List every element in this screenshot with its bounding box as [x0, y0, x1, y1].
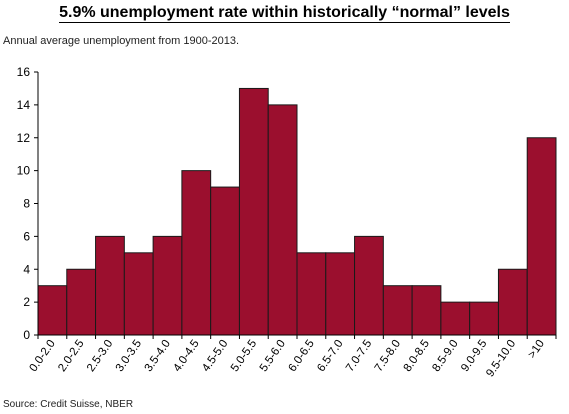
- bar: [411, 285, 442, 336]
- bar: [238, 87, 269, 336]
- bar: [267, 104, 298, 336]
- x-tick-label: 6.0-6.5: [286, 338, 316, 374]
- bar: [210, 186, 240, 336]
- x-tick-label: 4.5-5.0: [200, 338, 230, 374]
- y-tick-label: 14: [17, 98, 31, 112]
- chart-title: 5.9% unemployment rate within historical…: [59, 4, 510, 23]
- x-tick-label: 4.0-4.5: [171, 338, 201, 374]
- bar: [37, 285, 68, 336]
- y-tick-label: 8: [23, 197, 30, 211]
- bar: [296, 252, 327, 336]
- bar: [382, 285, 413, 336]
- bar: [440, 301, 471, 336]
- bar: [354, 235, 384, 336]
- bar: [325, 252, 356, 336]
- x-tick-label: 5.5-6.0: [258, 338, 288, 374]
- bar: [123, 252, 154, 336]
- bar: [152, 235, 183, 336]
- bar: [469, 301, 499, 336]
- x-tick-label: 5.0-5.5: [229, 338, 259, 374]
- x-tick-label: 9.5-10.0: [484, 338, 518, 379]
- y-tick-label: 6: [23, 229, 30, 243]
- y-tick-label: 2: [23, 295, 30, 309]
- x-tick-label: 9.0-9.5: [459, 338, 489, 374]
- x-tick-label: 3.0-3.5: [114, 338, 144, 374]
- y-tick-label: 16: [17, 65, 31, 79]
- y-tick-label: 4: [23, 262, 30, 276]
- y-tick-label: 12: [17, 131, 31, 145]
- x-tick-label: >10: [526, 338, 547, 361]
- y-tick-label: 10: [17, 164, 31, 178]
- bar: [95, 235, 125, 336]
- x-tick-label: 2.5-3.0: [85, 338, 115, 374]
- bar: [526, 137, 557, 336]
- x-tick-label: 8.0-8.5: [402, 338, 432, 374]
- x-tick-label: 3.5-4.0: [143, 338, 173, 374]
- chart-subtitle: Annual average unemployment from 1900-20…: [3, 35, 240, 47]
- x-tick-label: 7.0-7.5: [344, 338, 374, 374]
- x-tick-label: 2.0-2.5: [56, 338, 86, 374]
- x-tick-label: 0.0-2.0: [27, 338, 57, 374]
- x-tick-label: 6.5-7.0: [315, 338, 345, 374]
- x-tick-label: 8.5-9.0: [430, 338, 460, 374]
- bar: [181, 170, 212, 336]
- bar: [66, 268, 97, 336]
- x-tick-label: 7.5-8.0: [373, 338, 403, 374]
- y-tick-label: 0: [23, 328, 30, 342]
- source-note: Source: Credit Suisse, NBER: [3, 399, 134, 410]
- bar: [497, 268, 528, 336]
